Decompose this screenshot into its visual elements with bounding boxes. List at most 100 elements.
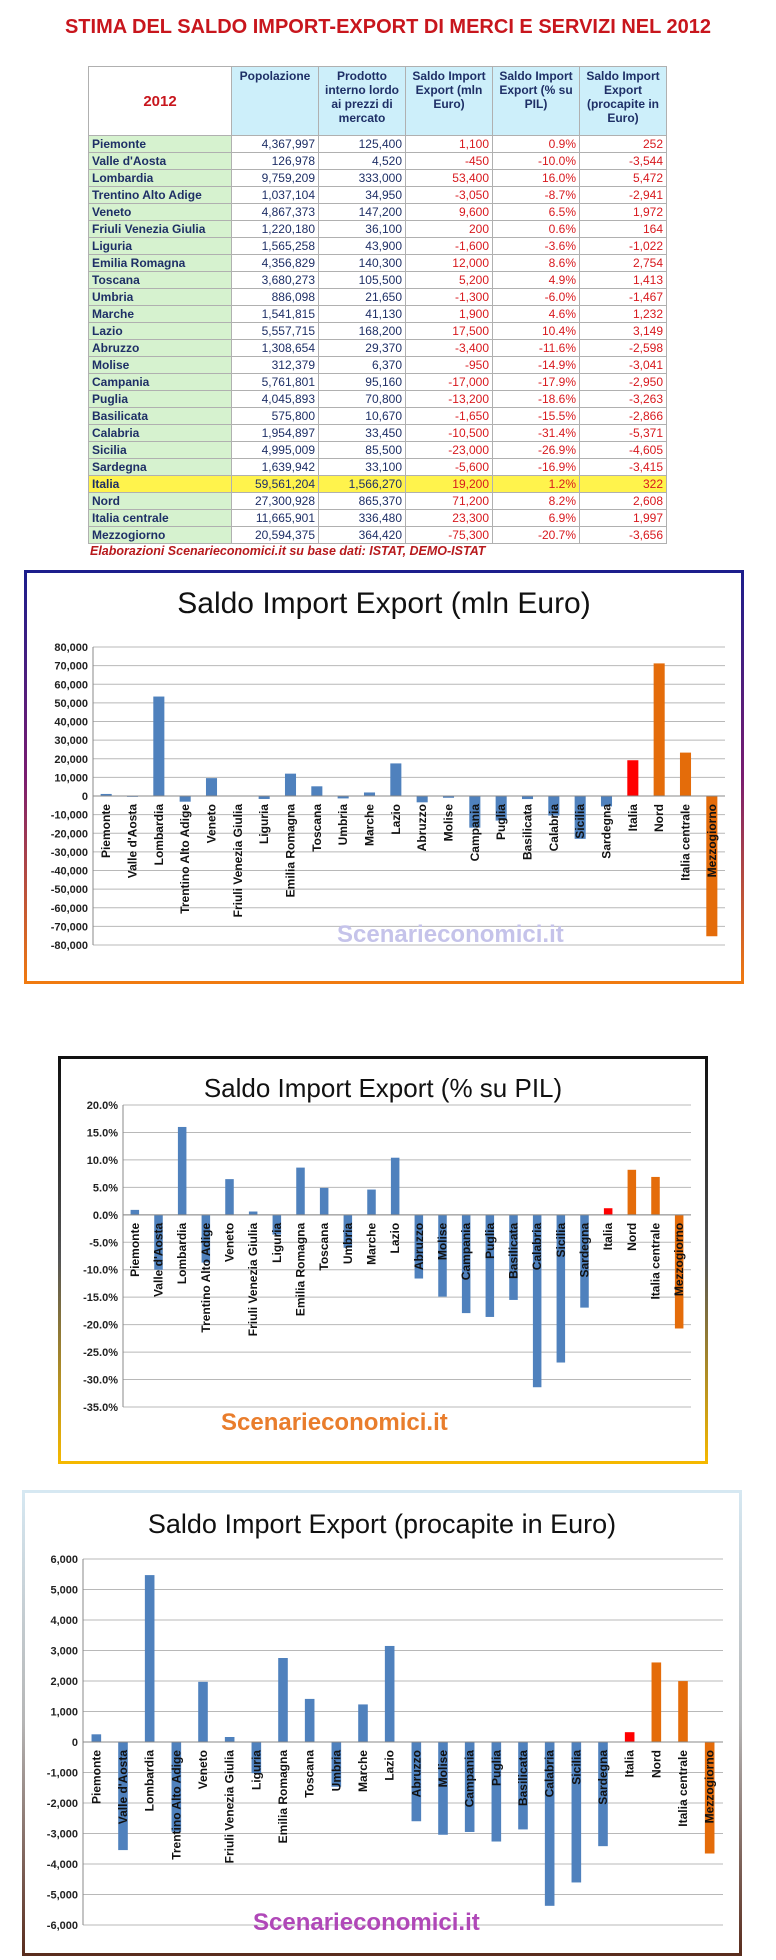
table-cell: 364,420 xyxy=(318,526,406,544)
y-tick-label: -4,000 xyxy=(47,1859,78,1871)
bar xyxy=(171,1742,182,1832)
table-cell: 16.0% xyxy=(492,169,580,187)
y-tick-label: 10.0% xyxy=(87,1155,118,1167)
column-header-gdp: Prodotto interno lordo ai prezzi di merc… xyxy=(318,66,406,136)
category-label: Marche xyxy=(356,1750,370,1792)
category-label: Italia xyxy=(601,1223,615,1251)
bar xyxy=(251,1742,262,1774)
data-table: 2012 Popolazione Prodotto interno lordo … xyxy=(88,66,667,544)
category-label: Marche xyxy=(365,1223,379,1265)
bar xyxy=(258,796,270,799)
y-tick-label: -25.0% xyxy=(83,1347,118,1359)
bar xyxy=(100,793,112,796)
bar xyxy=(518,1742,528,1830)
category-label: Campania xyxy=(459,1222,473,1280)
table-row: Nord 27,300,928 865,370 71,200 8.2% 2,608 xyxy=(88,492,667,510)
bar xyxy=(600,796,613,807)
table-cell: -10,500 xyxy=(405,424,493,442)
category-label: Umbria xyxy=(341,1222,355,1264)
region-cell: Emilia Romagna xyxy=(88,254,232,272)
table-cell: 336,480 xyxy=(318,509,406,527)
category-label: Abruzzo xyxy=(412,1223,426,1270)
bar xyxy=(485,1214,495,1317)
table-cell: 1,308,654 xyxy=(231,339,319,357)
source-note: Elaborazioni Scenarieconomici.it su base… xyxy=(90,544,486,558)
bar xyxy=(556,1214,566,1363)
table-cell: 4,995,009 xyxy=(231,441,319,459)
bar xyxy=(706,796,718,937)
bar xyxy=(704,1742,715,1854)
table-row: Puglia 4,045,893 70,800 -13,200 -18.6% -3,263 xyxy=(88,390,667,408)
bar xyxy=(580,1214,589,1308)
table-row: Sardegna 1,639,942 33,100 -5,600 -16.9% -3,41… xyxy=(88,458,667,476)
category-label: Lombardia xyxy=(175,1222,189,1284)
bar xyxy=(319,1187,329,1215)
y-tick-label: 2,000 xyxy=(50,1676,78,1688)
category-label: Sardegna xyxy=(596,1750,610,1805)
column-header-population: Popolazione xyxy=(231,66,319,136)
bar xyxy=(272,1214,282,1235)
table-cell: -3,050 xyxy=(405,186,493,204)
bar xyxy=(198,1681,208,1742)
y-tick-label: 60,000 xyxy=(54,679,88,691)
table-cell: 21,650 xyxy=(318,288,406,306)
y-tick-label: -30,000 xyxy=(51,847,88,859)
bar xyxy=(603,1208,613,1215)
bar xyxy=(224,1736,235,1742)
bar xyxy=(130,1209,140,1215)
table-cell: 2,608 xyxy=(579,492,667,510)
y-tick-label: 4,000 xyxy=(50,1615,78,1627)
table-cell: -2,950 xyxy=(579,373,667,391)
bar xyxy=(304,1698,315,1742)
category-label: Basilicata xyxy=(516,1750,530,1806)
table-header-row: 2012 Popolazione Prodotto interno lordo … xyxy=(88,66,667,136)
bar xyxy=(678,1681,688,1742)
y-tick-label: -60,000 xyxy=(51,903,88,915)
table-cell: 53,400 xyxy=(405,169,493,187)
table-row: Calabria 1,954,897 33,450 -10,500 -31.4% -5,3… xyxy=(88,424,667,442)
bar xyxy=(653,663,665,796)
y-tick-label: -5.0% xyxy=(89,1237,118,1249)
table-cell: 5,557,715 xyxy=(231,322,319,340)
category-label: Sardegna xyxy=(578,1222,592,1277)
table-cell: -26.9% xyxy=(492,441,580,459)
category-label: Valle d'Aosta xyxy=(116,1750,130,1825)
table-cell: 43,900 xyxy=(318,237,406,255)
region-cell: Umbria xyxy=(88,288,232,306)
bar xyxy=(144,1575,155,1742)
region-cell: Veneto xyxy=(88,203,232,221)
table-row: Umbria 886,098 21,650 -1,300 -6.0% -1,467 xyxy=(88,288,667,306)
table-cell: -4,605 xyxy=(579,441,667,459)
region-cell: Piemonte xyxy=(88,135,232,153)
bar xyxy=(491,1742,502,1842)
table-cell: -13,200 xyxy=(405,390,493,408)
bar xyxy=(390,1157,400,1215)
y-tick-label: -20.0% xyxy=(83,1320,118,1332)
category-label: Sardegna xyxy=(600,804,614,859)
table-cell: 2,754 xyxy=(579,254,667,272)
table-row: Basilicata 575,800 10,670 -1,650 -15.5% -2,86… xyxy=(88,407,667,425)
y-tick-label: -20,000 xyxy=(51,828,88,840)
table-cell: 5,761,801 xyxy=(231,373,319,391)
region-cell: Mezzogiorno xyxy=(88,526,232,544)
table-row: Toscana 3,680,273 105,500 5,200 4.9% 1,413 xyxy=(88,271,667,289)
table-row: Molise 312,379 6,370 -950 -14.9% -3,041 xyxy=(88,356,667,374)
table-cell: -950 xyxy=(405,356,493,374)
table-cell: 0.6% xyxy=(492,220,580,238)
chart-plot-pct-pil: 20.0% 15.0% 10.0% 5.0% 0.0% -5.0% -10.0% -15.0%… xyxy=(83,1100,691,1414)
table-cell: -450 xyxy=(405,152,493,170)
bar xyxy=(627,1169,637,1215)
table-cell: 1,037,104 xyxy=(231,186,319,204)
bar xyxy=(91,1734,102,1742)
category-label: Toscana xyxy=(303,1750,317,1798)
y-tick-label: -10.0% xyxy=(83,1265,118,1277)
y-tick-label: -10,000 xyxy=(51,810,88,822)
y-tick-label: -30.0% xyxy=(83,1375,118,1387)
y-tick-label: 15.0% xyxy=(87,1127,118,1139)
region-cell: Puglia xyxy=(88,390,232,408)
bar xyxy=(154,1214,163,1270)
table-cell: 5,472 xyxy=(579,169,667,187)
category-label: Italia xyxy=(623,1750,637,1778)
category-label: Lombardia xyxy=(143,1750,157,1812)
category-label: Nord xyxy=(652,804,666,832)
